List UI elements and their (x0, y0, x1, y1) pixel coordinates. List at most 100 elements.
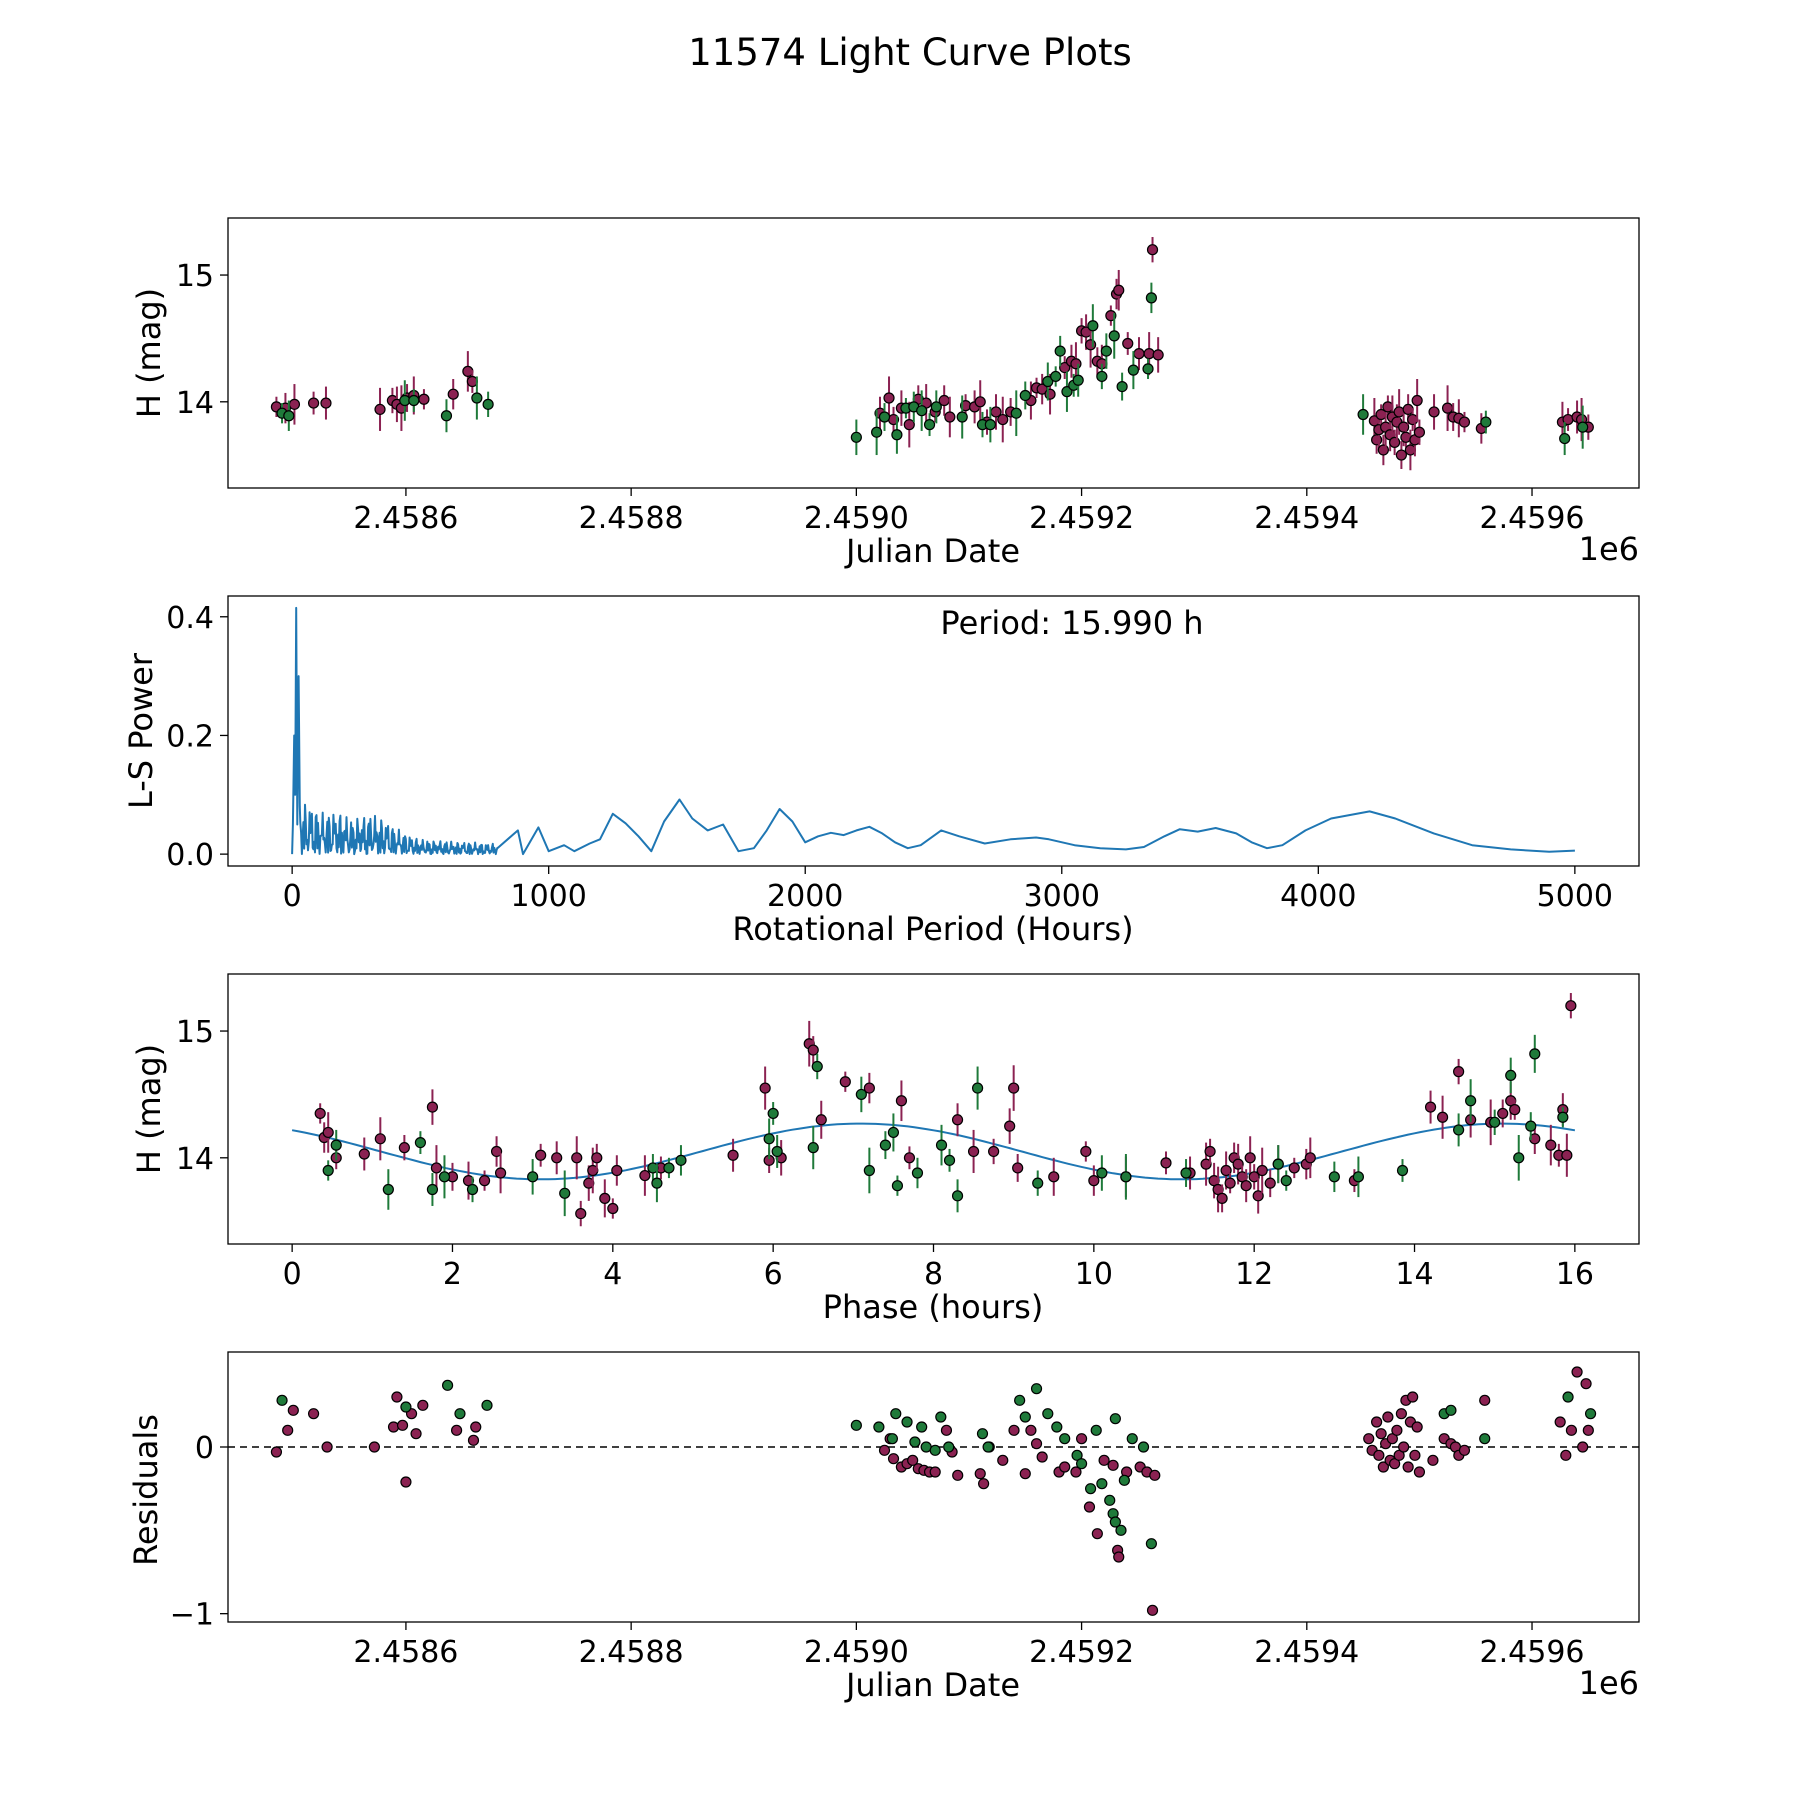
data-point (1497, 1107, 1509, 1120)
data-point (466, 375, 478, 388)
data-point (1545, 1139, 1557, 1151)
data-point (811, 1060, 823, 1073)
data-point (1407, 413, 1419, 426)
data-point (997, 1454, 1009, 1466)
data-point (909, 1436, 921, 1448)
data-point (1453, 1124, 1465, 1136)
data-point (1509, 1104, 1521, 1116)
y-tick-label: 15 (176, 259, 214, 294)
data-point (1010, 407, 1022, 419)
lightcurve-marks (270, 237, 1594, 471)
data-point (771, 1145, 783, 1158)
data-point (391, 1391, 403, 1403)
data-point (663, 1162, 675, 1174)
data-point (1133, 348, 1145, 360)
data-point (1019, 1468, 1031, 1480)
data-point (467, 1434, 480, 1446)
x-tick-label: 16 (1556, 1257, 1594, 1292)
data-point (988, 1145, 1000, 1158)
data-point (535, 1149, 547, 1161)
data-point (1096, 1167, 1108, 1179)
data-point (1100, 345, 1112, 357)
data-point (807, 1044, 819, 1056)
data-point (1480, 416, 1492, 428)
data-point (1084, 339, 1097, 351)
data-point (1411, 1421, 1423, 1433)
panel-periodogram: 0 1000 2000 3000 4000 5000 0.0 0.2 0.4 Period: 1… (122, 595, 1640, 948)
data-point (935, 1411, 947, 1423)
x-tick-label: 0 (283, 1257, 302, 1292)
data-point (1116, 380, 1128, 393)
data-point (599, 1192, 611, 1204)
data-point (426, 1101, 439, 1113)
x-tick-label: 2.4596 (1480, 501, 1585, 536)
data-point (1436, 1111, 1449, 1123)
periodogram-axes-frame (227, 595, 1640, 867)
data-point (879, 1139, 891, 1151)
data-point (952, 1469, 964, 1481)
residuals-marks (228, 1366, 1639, 1616)
data-point (283, 410, 295, 422)
data-point (887, 1453, 900, 1465)
power-line-group (291, 606, 1575, 856)
x-tick-label: 2.4592 (1029, 1635, 1134, 1670)
data-point (1402, 1461, 1414, 1473)
data-point (417, 1399, 429, 1411)
data-point (1411, 394, 1423, 407)
data-point (984, 419, 996, 431)
data-point (1008, 1424, 1020, 1436)
data-point (1382, 401, 1394, 413)
data-point (287, 1404, 299, 1416)
residuals-axes-frame (227, 1351, 1640, 1623)
data-point (878, 1444, 891, 1456)
data-point (767, 1107, 779, 1120)
data-point (1061, 386, 1073, 398)
data-point (1142, 363, 1154, 375)
data-point (330, 1139, 342, 1151)
data-point (901, 1416, 913, 1428)
data-point (863, 1082, 875, 1094)
data-point (1044, 388, 1056, 400)
data-point (1109, 1516, 1121, 1528)
data-point (1091, 1528, 1103, 1540)
data-point (1075, 1433, 1088, 1445)
data-point (943, 1154, 956, 1166)
data-point (1204, 1145, 1216, 1158)
data-point (1565, 1424, 1578, 1436)
y-tick-label: 0.4 (166, 601, 214, 636)
data-point (1357, 408, 1369, 421)
data-point (1152, 349, 1164, 361)
data-point (1398, 421, 1410, 433)
x-tick-label: 2.4586 (353, 1635, 458, 1670)
x-tick-label: 2000 (767, 879, 843, 914)
data-point (1561, 1149, 1573, 1161)
data-point (1571, 1366, 1583, 1378)
data-point (1304, 1152, 1316, 1164)
data-point (490, 1145, 503, 1158)
data-point (400, 1401, 412, 1413)
y-tick-label: 0 (195, 1431, 214, 1466)
x-tick-label: 14 (1395, 1257, 1433, 1292)
data-point (807, 1142, 819, 1154)
y-tick-label: 14 (176, 386, 214, 421)
data-point (930, 401, 942, 413)
data-point (368, 1441, 380, 1453)
data-point (1240, 1180, 1252, 1192)
data-point (1252, 1190, 1264, 1202)
data-point (1395, 1408, 1407, 1420)
data-point (1145, 1538, 1157, 1550)
periodogram-marks (291, 606, 1575, 856)
data-point (1565, 1000, 1577, 1012)
data-point (1404, 444, 1417, 456)
data-point (651, 1177, 663, 1189)
x-tick-label: 3000 (1024, 879, 1100, 914)
data-point (1248, 1171, 1260, 1183)
periodogram-xlabel: Rotational Period (Hours) (732, 910, 1133, 948)
data-point (916, 405, 928, 417)
data-point (887, 1126, 900, 1139)
data-point (1577, 421, 1589, 433)
data-point (450, 1424, 463, 1436)
x-tick-label: 2.4588 (579, 501, 684, 536)
data-point (396, 1419, 409, 1431)
data-point (727, 1149, 739, 1161)
